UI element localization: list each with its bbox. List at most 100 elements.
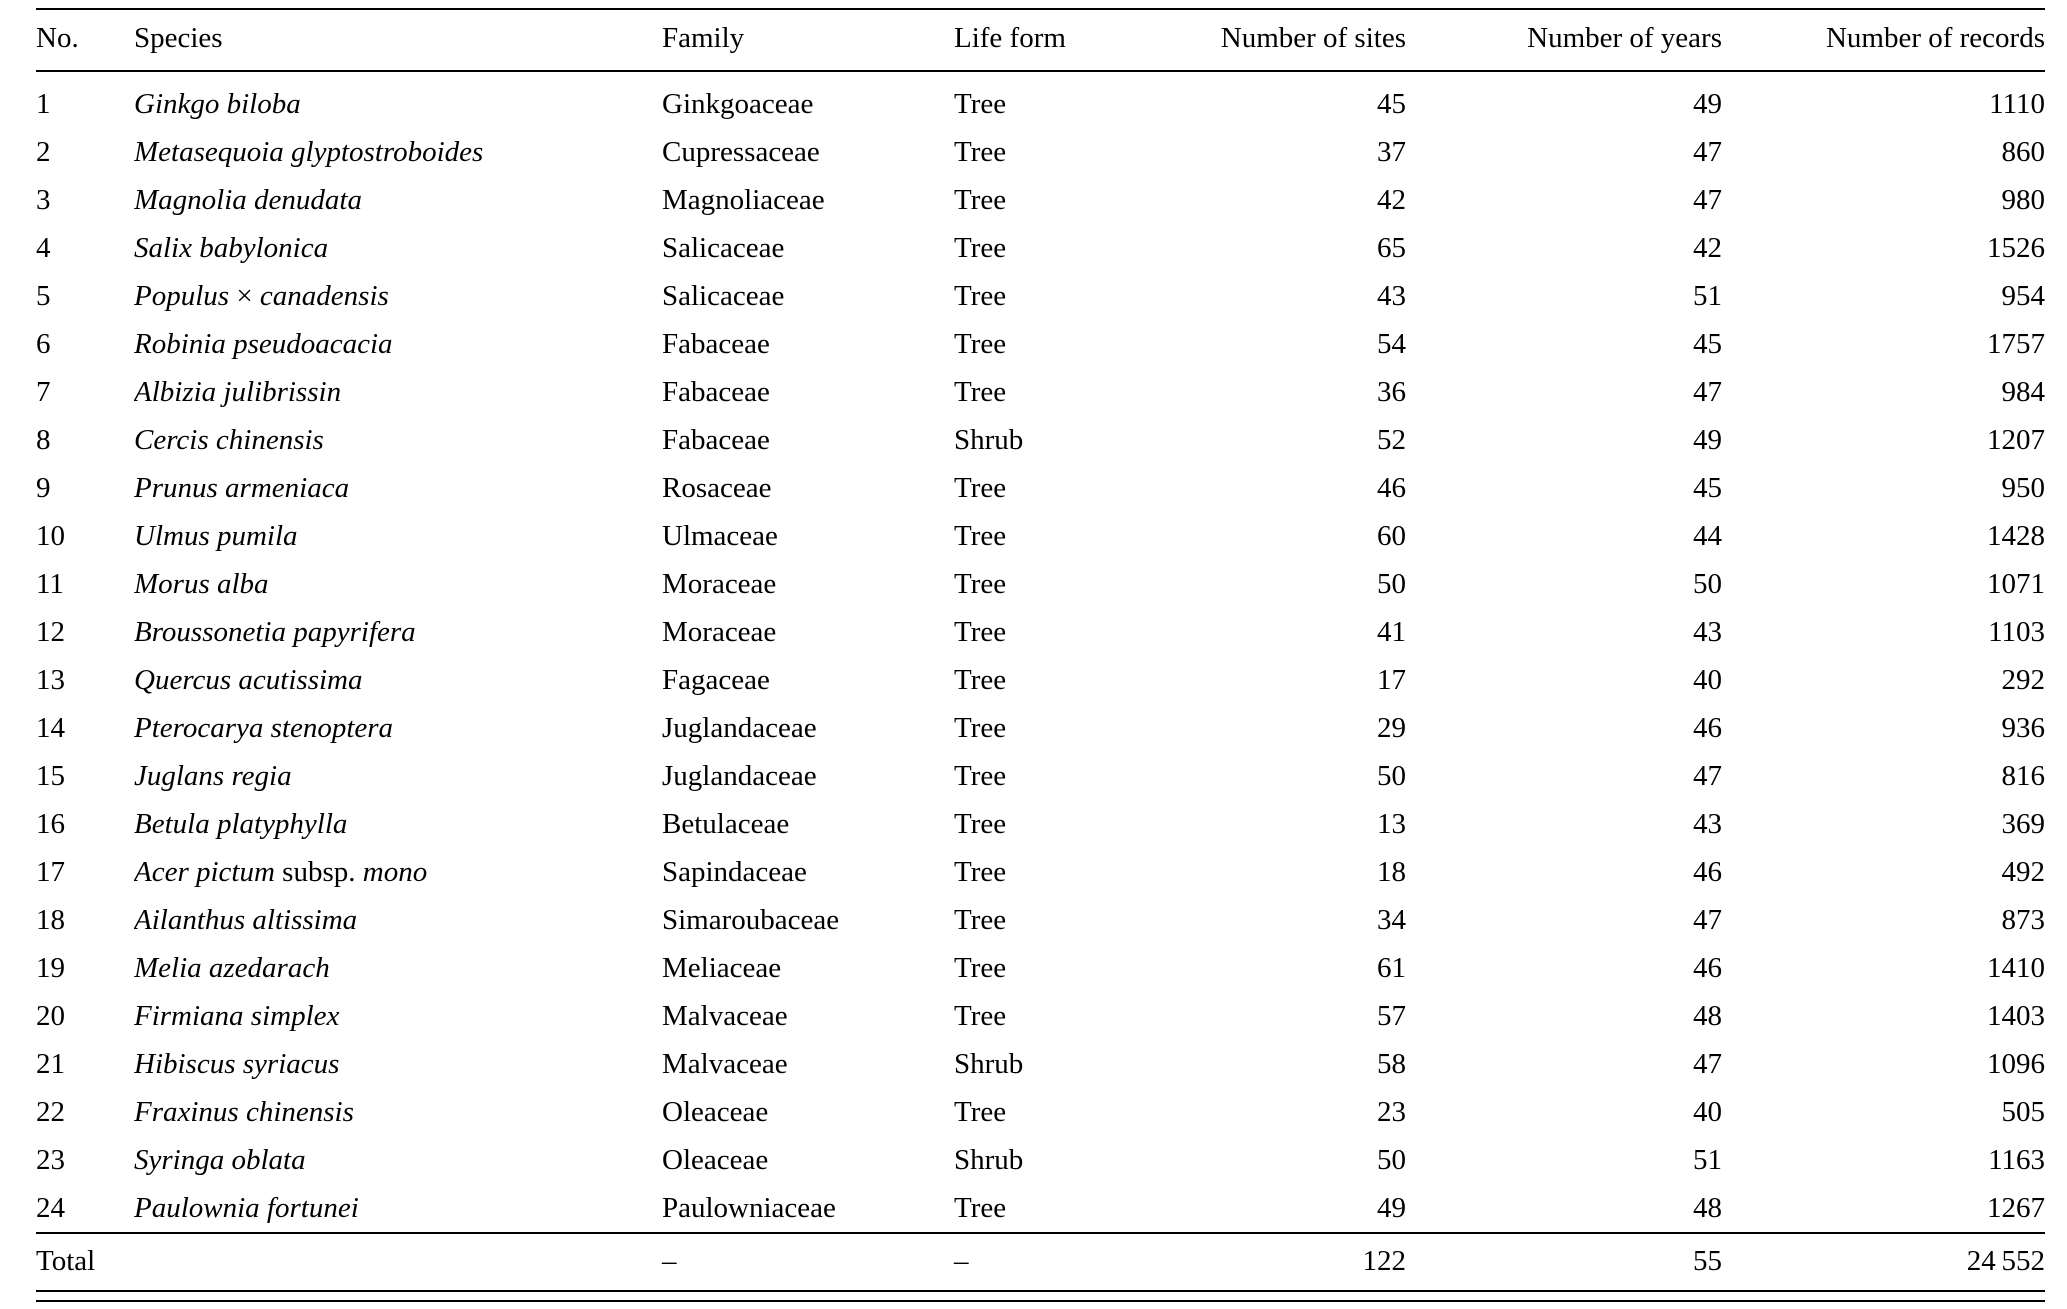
family-name: Malvaceae	[662, 1000, 788, 1032]
records-count: 873	[2001, 904, 2046, 936]
species-italic-segment: mono	[362, 856, 428, 888]
species-name: Robinia pseudoacacia	[134, 320, 662, 368]
species-italic-segment: Albizia julibrissin	[134, 376, 342, 408]
years-count: 47	[1693, 184, 1722, 216]
sites-count: 45	[1377, 88, 1406, 120]
row-number: 4	[36, 232, 51, 264]
table-row: 6 Robinia pseudoacacia Fabaceae Tree 54 45 175…	[36, 320, 2045, 368]
sites-count: 61	[1377, 952, 1406, 984]
years-count: 46	[1693, 712, 1722, 744]
years-count: 49	[1693, 424, 1722, 456]
species-name: Firmiana simplex	[134, 992, 662, 1040]
species-italic-segment: Juglans regia	[134, 760, 292, 792]
row-number: 19	[36, 952, 65, 984]
years-count: 43	[1693, 616, 1722, 648]
table-row: 14 Pterocarya stenoptera Juglandaceae Tree 2…	[36, 704, 2045, 752]
records-count: 1110	[1989, 88, 2045, 120]
species-name: Prunus armeniaca	[134, 464, 662, 512]
species-italic-segment: Quercus acutissima	[134, 664, 363, 696]
species-name: Ailanthus altissima	[134, 896, 662, 944]
total-sites: 122	[1158, 1232, 1406, 1292]
years-count: 47	[1693, 760, 1722, 792]
species-italic-segment: Populus	[134, 280, 237, 312]
table-row: 23 Syringa oblata Oleaceae Shrub 50 51 1163	[36, 1136, 2045, 1184]
family-name: Sapindaceae	[662, 856, 807, 888]
species-table: No. Species Family Life form Number of s…	[36, 8, 2045, 1292]
table-header: No. Species Family Life form Number of s…	[36, 8, 2045, 72]
life-form: Shrub	[954, 1048, 1024, 1080]
records-count: 1428	[1987, 520, 2045, 552]
row-number: 2	[36, 136, 51, 168]
table-row: 9 Prunus armeniaca Rosaceae Tree 46 45 950	[36, 464, 2045, 512]
species-name: Melia azedarach	[134, 944, 662, 992]
years-count: 45	[1693, 328, 1722, 360]
family-name: Fabaceae	[662, 376, 770, 408]
species-name: Cercis chinensis	[134, 416, 662, 464]
table-row: 4 Salix babylonica Salicaceae Tree 65 42 1526	[36, 224, 2045, 272]
species-italic-segment: Betula platyphylla	[134, 808, 348, 840]
life-form: Tree	[954, 184, 1007, 216]
years-count: 47	[1693, 1048, 1722, 1080]
records-count: 369	[2001, 808, 2046, 840]
records-count: 984	[2001, 376, 2046, 408]
sites-count: 36	[1377, 376, 1406, 408]
life-form: Tree	[954, 568, 1007, 600]
sites-count: 57	[1377, 1000, 1406, 1032]
family-name: Oleaceae	[662, 1096, 769, 1128]
life-form: Tree	[954, 136, 1007, 168]
table-row: 17 Acer pictum subsp. mono Sapindaceae Tree…	[36, 848, 2045, 896]
species-name: Quercus acutissima	[134, 656, 662, 704]
table-row: 22 Fraxinus chinensis Oleaceae Tree 23 40 505	[36, 1088, 2045, 1136]
sites-count: 41	[1377, 616, 1406, 648]
family-name: Magnoliaceae	[662, 184, 825, 216]
species-name: Albizia julibrissin	[134, 368, 662, 416]
years-count: 51	[1693, 280, 1722, 312]
table-row: 24 Paulownia fortunei Paulowniaceae Tree 49 4…	[36, 1184, 2045, 1233]
records-count: 1757	[1987, 328, 2045, 360]
table-row: 7 Albizia julibrissin Fabaceae Tree 36 47 984	[36, 368, 2045, 416]
table-row: 8 Cercis chinensis Fabaceae Shrub 52 49 1207	[36, 416, 2045, 464]
table-body: 1 Ginkgo biloba Ginkgoaceae Tree 45 49 1110 2 Me…	[36, 71, 2045, 1233]
family-name: Salicaceae	[662, 280, 785, 312]
records-count: 505	[2001, 1096, 2046, 1128]
species-name: Ginkgo biloba	[134, 71, 662, 128]
years-count: 44	[1693, 520, 1722, 552]
row-number: 6	[36, 328, 51, 360]
species-italic-segment: Ulmus pumila	[134, 520, 298, 552]
table-row: 12 Broussonetia papyrifera Moraceae Tree 41 4…	[36, 608, 2045, 656]
sites-count: 54	[1377, 328, 1406, 360]
row-number: 13	[36, 664, 65, 696]
years-count: 48	[1693, 1000, 1722, 1032]
sites-count: 23	[1377, 1096, 1406, 1128]
family-name: Malvaceae	[662, 1048, 788, 1080]
records-count: 1096	[1987, 1048, 2045, 1080]
records-count: 980	[2001, 184, 2046, 216]
total-family: –	[662, 1232, 954, 1292]
row-number: 7	[36, 376, 51, 408]
life-form: Tree	[954, 472, 1007, 504]
family-name: Fabaceae	[662, 424, 770, 456]
years-count: 47	[1693, 136, 1722, 168]
row-number: 23	[36, 1144, 65, 1176]
species-name: Syringa oblata	[134, 1136, 662, 1184]
family-name: Paulowniaceae	[662, 1192, 836, 1224]
sites-count: 46	[1377, 472, 1406, 504]
row-number: 16	[36, 808, 65, 840]
life-form: Tree	[954, 712, 1007, 744]
life-form: Tree	[954, 760, 1007, 792]
table-footer: Total – – 122 55 24 552	[36, 1232, 2045, 1292]
table-row: 15 Juglans regia Juglandaceae Tree 50 47 816	[36, 752, 2045, 800]
species-italic-segment: Melia azedarach	[134, 952, 330, 984]
header-number-of-sites: Number of sites	[1158, 8, 1406, 72]
species-italic-segment: Ailanthus altissima	[134, 904, 358, 936]
total-row: Total – – 122 55 24 552	[36, 1232, 2045, 1292]
life-form: Tree	[954, 856, 1007, 888]
sites-count: 50	[1377, 568, 1406, 600]
species-italic-segment: Syringa oblata	[134, 1144, 306, 1176]
species-italic-segment: canadensis	[259, 280, 389, 312]
years-count: 47	[1693, 904, 1722, 936]
species-italic-segment: Magnolia denudata	[134, 184, 362, 216]
family-name: Rosaceae	[662, 472, 772, 504]
species-roman-segment: subsp.	[282, 856, 363, 888]
